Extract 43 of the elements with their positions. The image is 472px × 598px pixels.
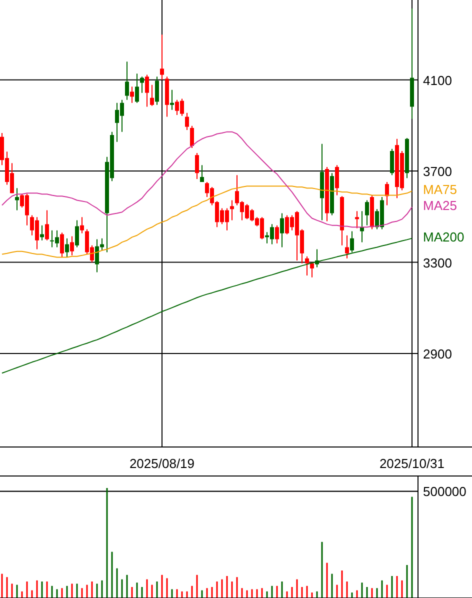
candlestick [390,148,394,176]
candlestick [170,89,174,110]
candlestick [145,74,149,108]
series-label: MA200 [423,229,464,244]
candlestick [195,152,199,180]
y-tick-label: 2900 [423,346,452,362]
candlestick [360,210,364,243]
text: 500000 [423,484,466,499]
series-label: MA75 [423,182,457,198]
candlestick [155,76,159,106]
candlestick [125,61,129,100]
candlestick [160,34,164,80]
candlestick [45,210,49,241]
candlestick [150,84,154,106]
candlestick [385,181,389,206]
candlestick [75,220,79,248]
y-tick-label: 3300 [423,255,452,270]
candlestick [70,236,74,256]
candlestick [140,76,144,94]
candlestick [65,238,69,258]
candlestick [280,212,284,248]
candlestick [190,125,194,149]
candlestick [60,232,64,258]
x-tick-label: 2025/08/19 [129,456,195,471]
candlestick [130,86,134,104]
candlestick [335,164,339,196]
candlestick [305,256,309,276]
candlestick [345,234,349,259]
candlestick [200,164,204,182]
candlestick [310,262,314,278]
series-label: MA25 [423,198,457,214]
candlestick [230,200,234,221]
candlestick [365,200,369,226]
candlestick [275,224,279,244]
candlestick [185,112,189,130]
candlestick [40,224,44,241]
candlestick [355,210,359,229]
y-tick-label: 3700 [423,164,452,180]
candlestick [135,73,139,104]
candlestick [15,188,19,211]
candlestick [80,216,84,234]
x-tick-label: 2025/10/31 [379,456,445,471]
y-tick-label: 4100 [423,72,452,88]
